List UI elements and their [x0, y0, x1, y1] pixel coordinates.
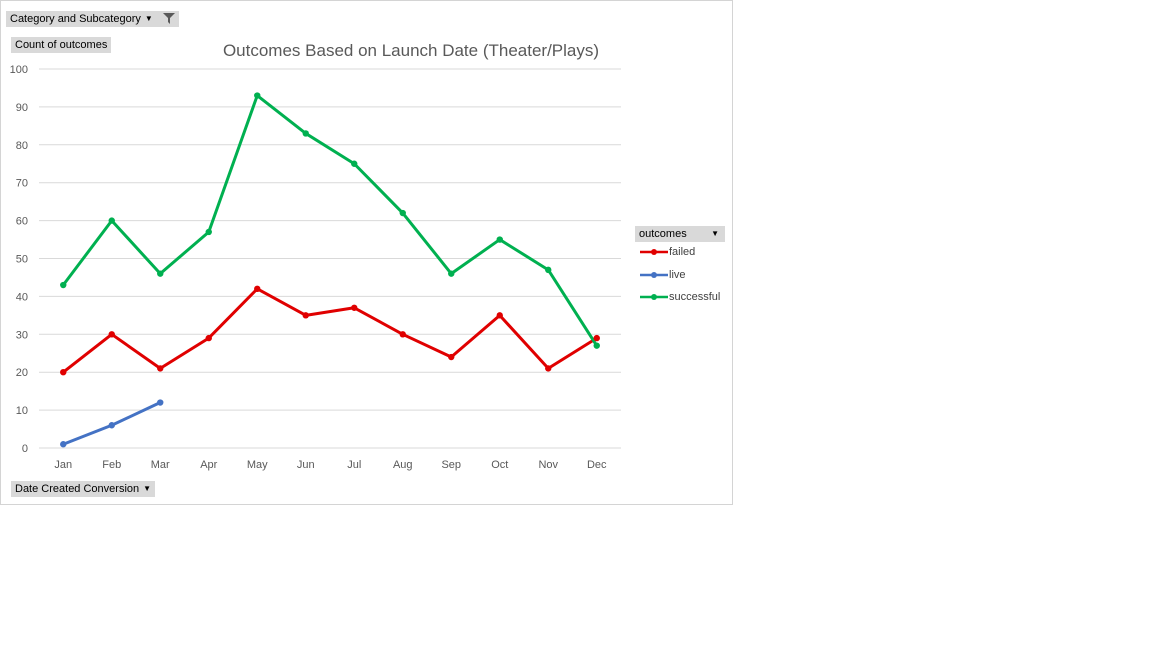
- data-point-successful: [593, 342, 600, 349]
- data-point-failed: [448, 353, 455, 361]
- y-tick-label: 50: [16, 254, 28, 266]
- data-point-failed: [545, 365, 552, 372]
- filter-button-label: Category and Subcategory: [10, 13, 141, 25]
- x-tick-label: Apr: [200, 459, 217, 471]
- outcomes-legend-filter[interactable]: outcomes ▼: [635, 226, 725, 242]
- data-point-live: [157, 399, 164, 406]
- y-tick-label: 40: [16, 291, 28, 303]
- successful-line-swatch: [640, 294, 668, 301]
- y-tick-label: 60: [16, 216, 28, 228]
- data-point-failed: [205, 334, 212, 342]
- live-line-swatch: [640, 272, 668, 279]
- legend-item-live: live: [639, 269, 686, 281]
- failed-line-swatch: [640, 249, 668, 256]
- legend-label-live: live: [669, 269, 686, 281]
- x-tick-label: Dec: [587, 459, 607, 471]
- x-tick-label: May: [247, 459, 268, 471]
- data-point-successful: [157, 270, 164, 277]
- count-of-outcomes-field-button[interactable]: Count of outcomes: [11, 37, 112, 53]
- category-subcategory-filter-button[interactable]: Category and Subcategory ▼: [6, 11, 179, 27]
- line-chart: 0 10 20 30 40 50 60 70 80 90 100 Jan Feb Mar Apr May Ju…: [10, 64, 621, 471]
- x-tick-label: Nov: [538, 459, 558, 471]
- data-point-successful: [545, 266, 552, 274]
- x-tick-label: Aug: [393, 459, 413, 471]
- y-field-label: Count of outcomes: [15, 39, 108, 51]
- legend-label-failed: failed: [669, 246, 696, 258]
- x-tick-label: Mar: [151, 459, 170, 471]
- y-tick-label: 80: [16, 140, 28, 152]
- data-point-failed: [108, 331, 115, 338]
- series-line-failed: [62, 287, 598, 374]
- data-point-failed: [399, 331, 406, 338]
- data-point-live: [108, 422, 115, 429]
- data-point-successful: [496, 236, 503, 243]
- data-point-successful: [351, 160, 358, 167]
- y-tick-label: 0: [22, 443, 28, 455]
- data-point-successful: [205, 228, 212, 236]
- data-point-failed: [593, 334, 600, 342]
- data-point-successful: [60, 281, 67, 289]
- x-tick-label: Oct: [491, 459, 508, 471]
- data-point-failed: [157, 365, 164, 372]
- data-point-failed: [351, 304, 358, 311]
- x-tick-label: Jun: [297, 459, 315, 471]
- series-line-successful: [62, 94, 599, 347]
- y-tick-label: 30: [16, 329, 28, 341]
- data-point-failed: [496, 312, 503, 319]
- y-tick-label: 20: [16, 367, 28, 379]
- dropdown-arrow-icon: ▼: [143, 484, 152, 494]
- y-tick-label: 10: [16, 405, 28, 417]
- data-point-live: [60, 441, 67, 448]
- legend-item-successful: successful: [639, 291, 720, 303]
- x-tick-label: Feb: [102, 459, 121, 471]
- dropdown-arrow-icon: ▼: [711, 229, 719, 238]
- legend-header-label: outcomes: [639, 228, 687, 240]
- dropdown-arrow-icon: ▼: [144, 14, 153, 24]
- data-point-successful: [399, 209, 406, 217]
- x-tick-label: Jan: [54, 459, 72, 471]
- funnel-filter-icon: [162, 13, 175, 29]
- x-tick-label: Sep: [441, 459, 461, 471]
- data-point-successful: [108, 217, 115, 224]
- data-point-failed: [60, 369, 67, 376]
- y-tick-label: 90: [16, 102, 28, 114]
- legend-item-failed: failed: [639, 246, 695, 258]
- date-created-conversion-field-button[interactable]: Date Created Conversion ▼: [11, 481, 156, 497]
- chart-title: Outcomes Based on Launch Date (Theater/P…: [222, 41, 600, 60]
- x-field-label: Date Created Conversion: [15, 483, 140, 495]
- data-point-successful: [302, 130, 309, 137]
- pivot-chart-frame: Category and Subcategory ▼ Count of outco…: [0, 0, 733, 505]
- y-tick-label: 100: [10, 64, 28, 76]
- data-point-failed: [302, 312, 309, 319]
- legend-label-successful: successful: [669, 291, 721, 303]
- data-point-successful: [448, 270, 455, 277]
- x-tick-label: Jul: [347, 459, 361, 471]
- data-point-failed: [254, 285, 261, 293]
- data-point-successful: [254, 92, 261, 99]
- y-tick-label: 70: [16, 178, 28, 190]
